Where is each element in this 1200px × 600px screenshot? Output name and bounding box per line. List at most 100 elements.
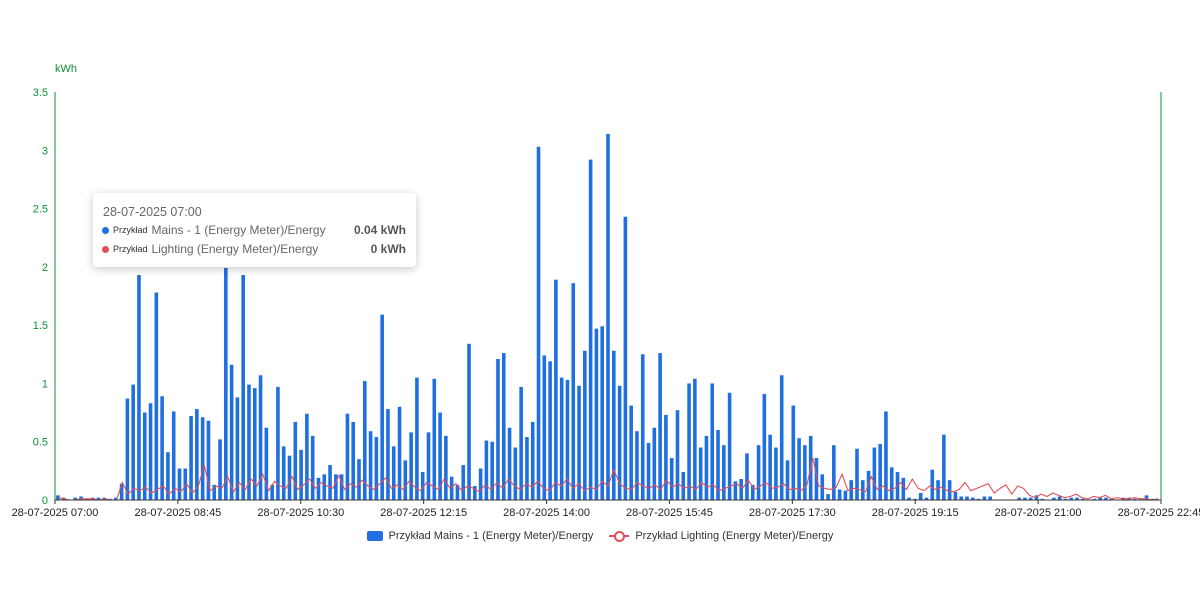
mains-bar[interactable] (473, 486, 477, 500)
mains-bar[interactable] (270, 484, 274, 500)
mains-bar[interactable] (745, 453, 749, 500)
mains-bar[interactable] (73, 497, 78, 500)
mains-bar[interactable] (559, 377, 564, 500)
mains-bar[interactable] (889, 467, 894, 500)
mains-bar[interactable] (403, 460, 408, 500)
mains-bar[interactable] (716, 430, 720, 500)
mains-bar[interactable] (206, 420, 211, 500)
mains-bar[interactable] (85, 498, 89, 500)
mains-bar[interactable] (467, 343, 471, 500)
mains-bar[interactable] (872, 447, 877, 500)
mains-bar[interactable] (484, 440, 489, 500)
mains-bar[interactable] (258, 375, 263, 500)
mains-bar[interactable] (114, 497, 118, 500)
mains-bar[interactable] (415, 377, 419, 500)
mains-bar[interactable] (334, 474, 338, 500)
mains-bar[interactable] (988, 496, 992, 501)
mains-bar[interactable] (976, 498, 981, 500)
mains-bar[interactable] (658, 353, 662, 500)
mains-bar[interactable] (56, 495, 60, 500)
mains-bar[interactable] (96, 497, 101, 500)
mains-bar[interactable] (675, 410, 680, 500)
mains-bar[interactable] (785, 460, 790, 500)
mains-bar[interactable] (1092, 498, 1097, 500)
mains-bar[interactable] (681, 472, 686, 500)
mains-bar[interactable] (252, 388, 257, 500)
mains-bar[interactable] (1138, 498, 1143, 500)
mains-bar[interactable] (345, 413, 350, 500)
mains-bar[interactable] (797, 438, 801, 500)
mains-bar[interactable] (1104, 497, 1108, 500)
mains-bar[interactable] (710, 383, 715, 500)
mains-bar[interactable] (426, 432, 431, 500)
mains-bar[interactable] (942, 434, 946, 500)
mains-bar[interactable] (947, 480, 952, 500)
mains-bar[interactable] (148, 403, 153, 500)
mains-bar[interactable] (722, 445, 726, 500)
mains-bar[interactable] (177, 468, 182, 500)
mains-bar[interactable] (565, 379, 570, 500)
mains-bar[interactable] (357, 459, 361, 500)
mains-bar[interactable] (971, 497, 975, 500)
legend-item-lighting[interactable]: Przykład Lighting (Energy Meter)/Energy (609, 530, 833, 542)
mains-bar[interactable] (1057, 496, 1062, 501)
mains-bar[interactable] (750, 484, 755, 500)
mains-bar[interactable] (183, 468, 188, 500)
mains-bar[interactable] (762, 393, 767, 500)
mains-bar[interactable] (235, 397, 240, 500)
mains-bar[interactable] (583, 350, 587, 500)
mains-bar[interactable] (409, 432, 413, 500)
mains-bar[interactable] (1023, 497, 1027, 500)
mains-bar[interactable] (606, 133, 610, 500)
mains-bar[interactable] (490, 441, 494, 500)
mains-bar[interactable] (137, 275, 141, 500)
mains-bar[interactable] (195, 409, 199, 500)
mains-bar[interactable] (281, 446, 286, 500)
mains-bar[interactable] (142, 412, 147, 500)
mains-bar[interactable] (588, 159, 593, 501)
mains-bar[interactable] (293, 421, 298, 500)
mains-bar[interactable] (449, 476, 454, 500)
mains-bar[interactable] (594, 328, 599, 500)
mains-bar[interactable] (1081, 498, 1085, 500)
mains-bar[interactable] (866, 470, 871, 500)
mains-bar[interactable] (1144, 495, 1149, 500)
mains-bar[interactable] (571, 283, 576, 500)
lighting-series-line[interactable] (57, 457, 1159, 501)
mains-bar[interactable] (774, 447, 778, 500)
mains-bar[interactable] (478, 468, 483, 500)
mains-bar[interactable] (368, 431, 373, 500)
mains-bar[interactable] (913, 498, 917, 500)
mains-bar[interactable] (693, 378, 697, 500)
mains-bar[interactable] (623, 216, 628, 501)
mains-bar[interactable] (687, 383, 691, 500)
mains-bar[interactable] (79, 496, 83, 501)
mains-bar[interactable] (803, 445, 807, 500)
mains-bar[interactable] (1098, 497, 1102, 500)
mains-bar[interactable] (884, 411, 888, 500)
mains-bar[interactable] (1150, 498, 1155, 500)
mains-bar[interactable] (1017, 497, 1021, 500)
mains-bar[interactable] (218, 439, 222, 500)
mains-bar[interactable] (739, 479, 743, 500)
mains-bar[interactable] (125, 398, 130, 500)
mains-bar[interactable] (704, 435, 709, 500)
mains-bar[interactable] (189, 416, 193, 500)
mains-bar[interactable] (855, 448, 859, 500)
mains-bar[interactable] (768, 434, 772, 500)
mains-bar[interactable] (438, 412, 442, 500)
mains-bars[interactable] (56, 133, 1155, 501)
mains-bar[interactable] (814, 458, 819, 500)
mains-bar[interactable] (536, 146, 541, 501)
mains-bar[interactable] (1069, 497, 1074, 500)
mains-bar[interactable] (646, 442, 651, 500)
mains-bar[interactable] (496, 358, 500, 500)
mains-bar[interactable] (756, 445, 761, 500)
mains-bar[interactable] (351, 421, 356, 500)
mains-bar[interactable] (397, 406, 402, 500)
mains-bar[interactable] (733, 481, 738, 500)
mains-bar[interactable] (391, 446, 396, 500)
mains-bar[interactable] (698, 447, 703, 500)
mains-bar[interactable] (229, 364, 234, 500)
mains-bar[interactable] (930, 469, 935, 500)
